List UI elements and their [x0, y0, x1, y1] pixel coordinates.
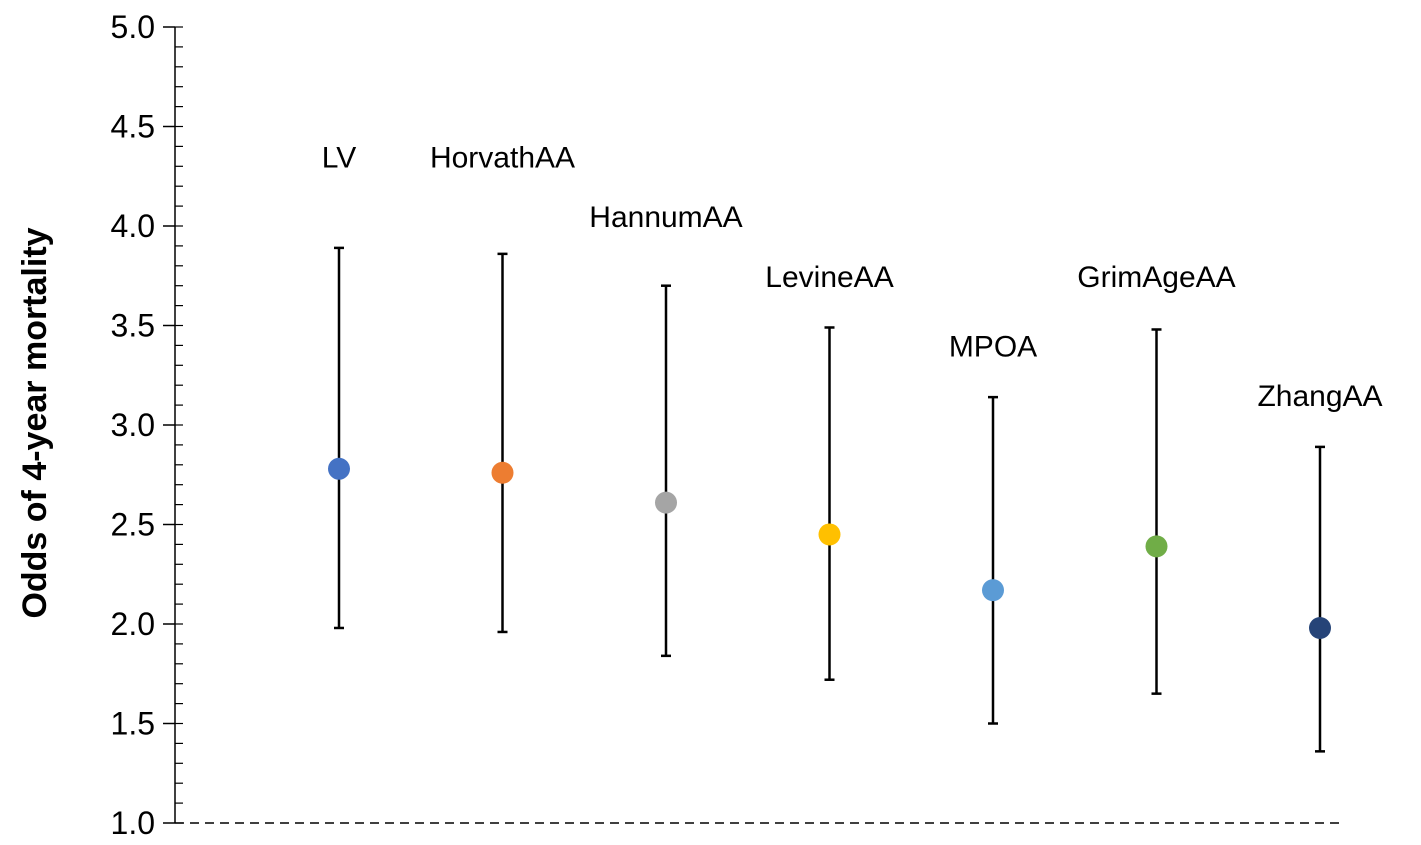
point-label: GrimAgeAA [1077, 261, 1235, 294]
y-tick-label: 1.5 [111, 706, 155, 742]
data-point [982, 579, 1004, 602]
error-bars [334, 246, 1325, 753]
data-point [655, 491, 677, 514]
point-label: HorvathAA [430, 141, 575, 174]
data-point [1309, 616, 1331, 639]
point-label: MPOA [949, 330, 1037, 363]
point-label: HannumAA [589, 201, 742, 234]
y-tick-label: 4.0 [111, 208, 155, 244]
y-tick-label: 2.5 [111, 507, 155, 543]
y-axis-title: Odds of 4-year mortality [16, 227, 54, 618]
y-tick-label: 1.0 [111, 805, 155, 841]
point-labels: LV HorvathAA HannumAA LevineAA MPOA GrimAgeAA… [322, 141, 1383, 413]
y-axis: 1.0 1.5 2.0 2.5 3.0 3.5 4.0 4.5 5.0 [111, 9, 183, 841]
data-point [1145, 535, 1168, 558]
y-tick-label: 2.0 [111, 606, 155, 642]
point-label: LV [322, 141, 356, 174]
y-tick-label: 3.5 [111, 308, 155, 344]
data-point [491, 461, 514, 484]
y-tick-label: 4.5 [111, 109, 155, 145]
point-label: ZhangAA [1257, 380, 1382, 413]
data-point [818, 523, 841, 546]
data-point [328, 457, 350, 480]
y-tick-label: 5.0 [111, 9, 155, 45]
data-points [328, 457, 1331, 639]
y-tick-label: 3.0 [111, 407, 155, 443]
point-label: LevineAA [765, 261, 893, 294]
